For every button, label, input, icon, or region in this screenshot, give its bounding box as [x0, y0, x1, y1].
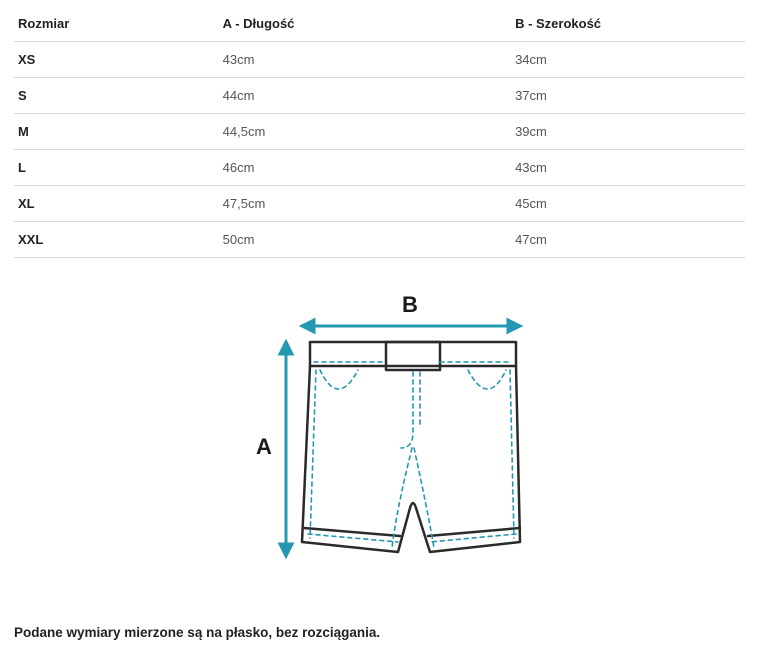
cell-width: 43cm [511, 150, 745, 186]
shorts-stitching [308, 362, 516, 548]
label-a: A [256, 434, 272, 459]
cell-size: XL [14, 186, 219, 222]
table-row: L 46cm 43cm [14, 150, 745, 186]
arrow-b [302, 320, 520, 332]
cell-width: 45cm [511, 186, 745, 222]
col-header-width: B - Szerokość [511, 8, 745, 42]
cell-length: 44,5cm [219, 114, 511, 150]
shorts-diagram: B A [14, 292, 745, 577]
table-row: M 44,5cm 39cm [14, 114, 745, 150]
shorts-measurement-svg: B A [220, 292, 540, 572]
cell-size: XS [14, 42, 219, 78]
col-header-size: Rozmiar [14, 8, 219, 42]
cell-size: S [14, 78, 219, 114]
cell-length: 50cm [219, 222, 511, 258]
cell-width: 37cm [511, 78, 745, 114]
col-header-length: A - Długość [219, 8, 511, 42]
cell-length: 46cm [219, 150, 511, 186]
cell-size: M [14, 114, 219, 150]
cell-size: XXL [14, 222, 219, 258]
cell-length: 44cm [219, 78, 511, 114]
cell-length: 43cm [219, 42, 511, 78]
label-b: B [402, 292, 418, 317]
shorts-icon [302, 342, 520, 552]
cell-length: 47,5cm [219, 186, 511, 222]
table-row: XL 47,5cm 45cm [14, 186, 745, 222]
cell-width: 39cm [511, 114, 745, 150]
cell-width: 47cm [511, 222, 745, 258]
table-header-row: Rozmiar A - Długość B - Szerokość [14, 8, 745, 42]
cell-width: 34cm [511, 42, 745, 78]
arrow-a [280, 342, 292, 556]
measurement-note: Podane wymiary mierzone są na płasko, be… [14, 625, 745, 640]
table-row: XS 43cm 34cm [14, 42, 745, 78]
table-row: S 44cm 37cm [14, 78, 745, 114]
size-table: Rozmiar A - Długość B - Szerokość XS 43c… [14, 8, 745, 258]
cell-size: L [14, 150, 219, 186]
table-row: XXL 50cm 47cm [14, 222, 745, 258]
